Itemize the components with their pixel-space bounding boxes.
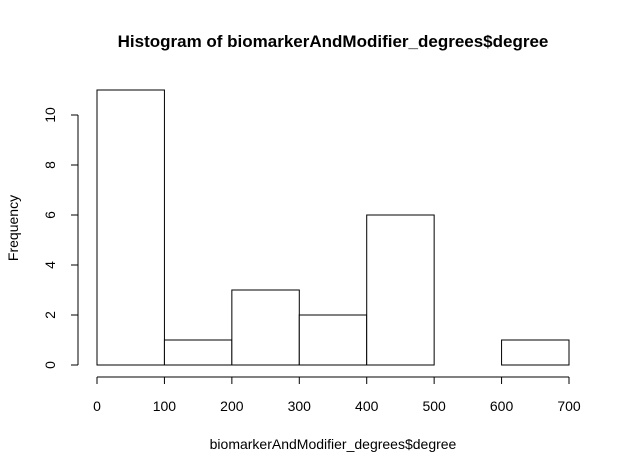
histogram-bar — [501, 339, 570, 366]
histogram-bar — [96, 89, 165, 366]
x-axis-label: biomarkerAndModifier_degrees$degree — [210, 436, 457, 452]
bars-group — [96, 89, 570, 366]
y-axis-label: Frequency — [5, 195, 21, 261]
x-tick-label: 100 — [153, 398, 177, 414]
y-axis: 0 2 4 6 8 10 — [42, 107, 79, 369]
histogram-bar — [366, 214, 435, 366]
histogram-bar — [231, 289, 300, 366]
y-tick-label: 4 — [42, 261, 58, 269]
x-tick-label: 500 — [422, 398, 446, 414]
histogram-bar — [298, 314, 368, 366]
y-tick-label: 0 — [42, 361, 58, 369]
x-tick-label: 400 — [355, 398, 379, 414]
x-tick-label: 300 — [288, 398, 312, 414]
x-tick-label: 700 — [557, 398, 581, 414]
y-tick-label: 8 — [42, 161, 58, 169]
x-axis: 0 100 200 300 400 500 600 700 — [93, 376, 581, 414]
histogram-bar — [163, 339, 233, 366]
x-tick-label: 0 — [93, 398, 101, 414]
x-tick-label: 200 — [220, 398, 244, 414]
y-tick-label: 6 — [42, 211, 58, 219]
y-tick-label: 10 — [42, 107, 58, 123]
x-tick-label: 600 — [490, 398, 514, 414]
y-tick-label: 2 — [42, 311, 58, 319]
chart-title: Histogram of biomarkerAndModifier_degree… — [118, 32, 549, 51]
